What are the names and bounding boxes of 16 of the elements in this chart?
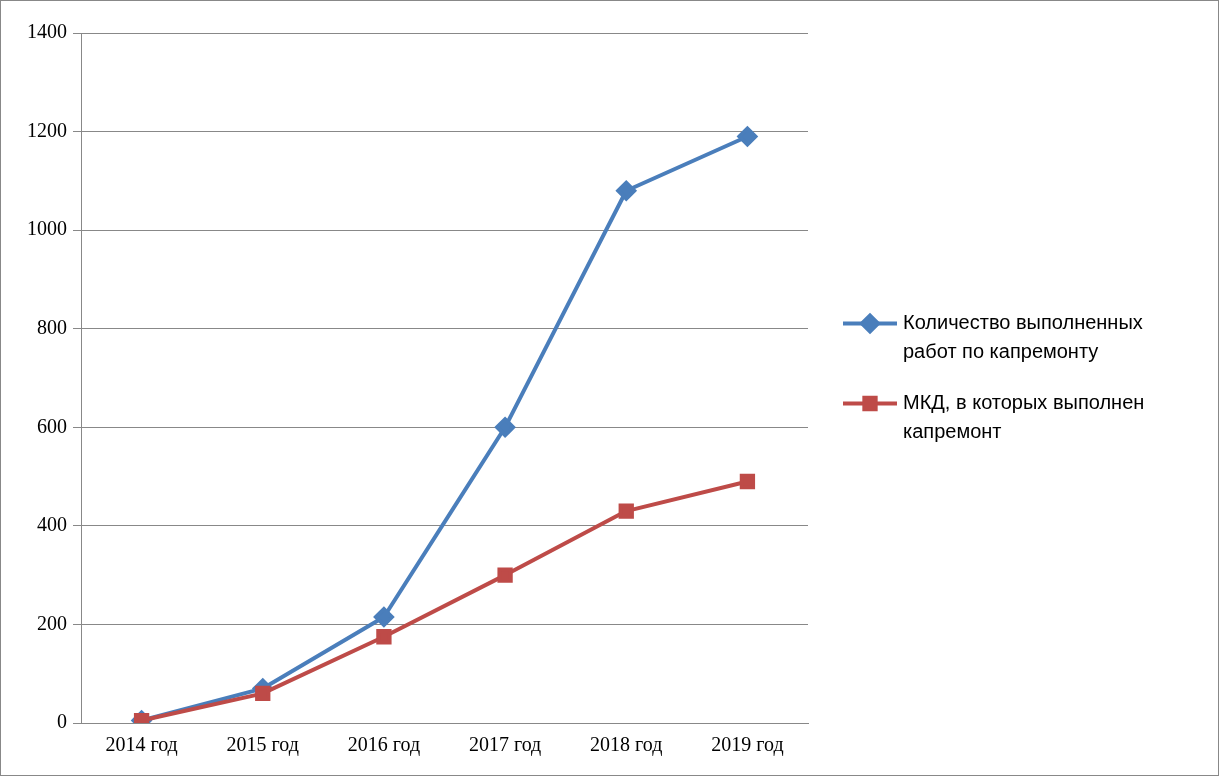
x-tick-label: 2014 год [105, 733, 178, 757]
x-tick-label: 2019 год [711, 733, 784, 757]
y-tick-label: 600 [37, 414, 67, 437]
y-tick-label: 0 [57, 710, 67, 733]
legend-label: МКД, в которых выполнен капремонт [903, 391, 1145, 443]
x-tick-label: 2015 год [226, 733, 299, 757]
x-tick-label: 2017 год [468, 733, 542, 757]
y-tick-label: 1400 [27, 20, 67, 43]
y-tick-label: 1200 [27, 118, 67, 141]
y-tick-label: 800 [37, 315, 67, 338]
x-tick-label: 2016 год [347, 733, 421, 757]
y-tick-label: 1000 [27, 217, 67, 240]
y-tick-label: 200 [37, 611, 67, 634]
legend-label: Количество выполненных работ по капремонту [903, 311, 1143, 363]
x-tick-label: 2018 год [590, 733, 663, 757]
y-tick-label: 400 [37, 513, 67, 536]
